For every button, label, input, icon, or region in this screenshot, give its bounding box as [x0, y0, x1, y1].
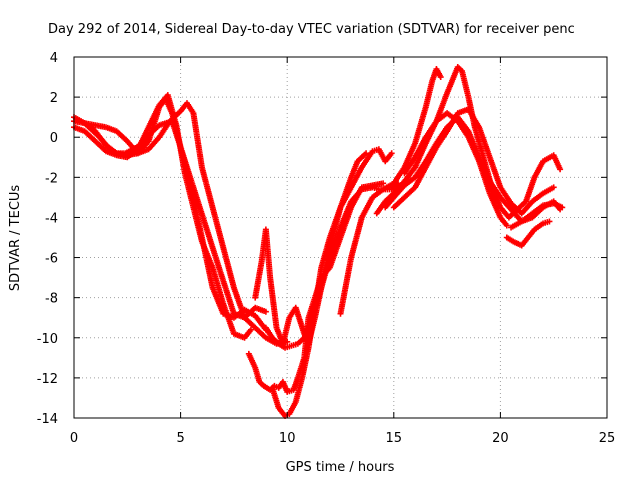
- series-track-3: [71, 114, 269, 321]
- y-tick-label: -10: [37, 332, 58, 347]
- axis-ticks: [73, 56, 608, 419]
- data-point: [546, 218, 553, 225]
- y-tick-labels: -14 -12 -10 -8 -6 -4 -2 0 2 4: [37, 51, 58, 427]
- y-tick-label: 0: [50, 131, 58, 146]
- y-axis-label: SDTVAR / TECUs: [8, 185, 23, 292]
- series-track-13: [401, 110, 510, 229]
- series-track-12: [390, 106, 557, 217]
- series-track-8: [252, 150, 370, 347]
- x-axis-label: GPS time / hours: [286, 460, 395, 475]
- y-tick-label: -8: [45, 292, 58, 307]
- data-point: [363, 150, 370, 157]
- data-point: [437, 74, 444, 81]
- series-track-4: [81, 100, 291, 347]
- x-tick-label: 5: [176, 431, 184, 446]
- data-point: [557, 166, 564, 173]
- data-point: [559, 204, 566, 211]
- data-point: [262, 308, 269, 315]
- data-point: [380, 180, 387, 187]
- y-tick-label: -2: [45, 171, 58, 186]
- plot-frame: [73, 56, 608, 419]
- series-track-9: [337, 66, 444, 317]
- x-tick-label: 0: [70, 431, 78, 446]
- x-tick-label: 25: [599, 431, 616, 446]
- y-tick-label: -12: [37, 372, 58, 387]
- series-track-15: [508, 200, 566, 231]
- x-tick-label: 15: [386, 431, 403, 446]
- y-tick-label: -6: [45, 252, 58, 267]
- y-tick-label: 4: [50, 51, 58, 66]
- y-tick-label: -4: [45, 211, 58, 226]
- y-tick-label: 2: [50, 91, 58, 106]
- data-point: [388, 150, 395, 157]
- data-point: [247, 326, 254, 333]
- grid-lines: [74, 57, 607, 418]
- x-tick-labels: 0 5 10 15 20 25: [70, 431, 615, 446]
- series-track-14: [503, 218, 553, 249]
- data-point: [550, 184, 557, 191]
- data-point: [503, 222, 510, 229]
- x-tick-label: 10: [279, 431, 296, 446]
- x-tick-label: 20: [492, 431, 509, 446]
- chart-title: Day 292 of 2014, Sidereal Day-to-day VTE…: [48, 22, 575, 37]
- y-tick-label: -14: [37, 412, 58, 427]
- data-series: [71, 64, 566, 419]
